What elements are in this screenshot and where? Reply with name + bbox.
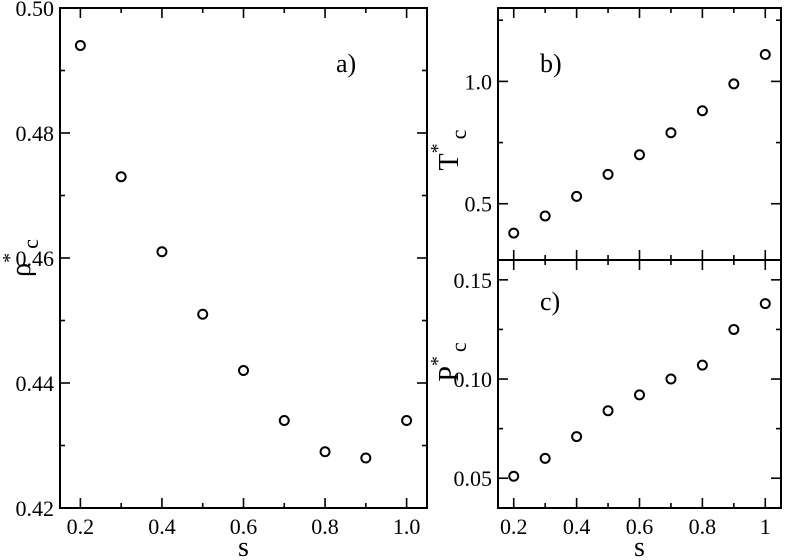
data-point xyxy=(197,308,209,320)
y-tick-label: 0.5 xyxy=(465,192,493,217)
panel-b: 0.5 1.0 b) T*c xyxy=(427,7,782,261)
data-point xyxy=(728,78,740,90)
data-point xyxy=(759,48,771,60)
x-tick-label: 0.2 xyxy=(67,514,95,539)
panel-c: 0.2 0.4 0.6 0.8 1 0.05 0.10 0.15 c) P*c s xyxy=(427,259,782,560)
x-tick-label: 0.4 xyxy=(563,514,591,539)
x-axis-label: s xyxy=(238,532,249,560)
y-tick-label: 0.15 xyxy=(454,268,493,293)
y-tick-label: 0.46 xyxy=(16,246,55,271)
data-point xyxy=(115,171,127,183)
x-tick-label: 1 xyxy=(760,514,771,539)
data-point xyxy=(571,431,583,443)
data-point xyxy=(696,105,708,117)
data-point xyxy=(156,246,168,258)
y-axis-label: P*c xyxy=(427,342,471,382)
data-point xyxy=(360,452,372,464)
y-tick-label: 0.42 xyxy=(16,496,55,521)
y-tick-label: 0.05 xyxy=(454,466,493,491)
data-point xyxy=(634,389,645,401)
panel-label: a) xyxy=(336,49,356,78)
y-tick-label: 0.50 xyxy=(16,0,55,21)
plot-frame xyxy=(59,7,428,509)
data-point xyxy=(278,415,290,426)
data-point xyxy=(319,446,331,458)
y-axis-label: T*c xyxy=(427,129,471,170)
panel-label: c) xyxy=(540,287,560,316)
x-tick-label: 1.0 xyxy=(393,514,421,539)
data-point xyxy=(401,415,413,426)
x-tick-label: 0.8 xyxy=(689,514,717,539)
data-point xyxy=(602,405,614,417)
x-tick-label: 0.2 xyxy=(500,514,528,539)
data-point xyxy=(602,168,614,180)
data-point xyxy=(508,470,520,482)
x-tick-label: 0.6 xyxy=(230,514,258,539)
data-point xyxy=(728,323,740,335)
data-point xyxy=(759,298,771,310)
y-axis-label: ρ*c xyxy=(0,239,43,277)
data-point xyxy=(696,359,708,371)
data-point xyxy=(74,40,86,51)
data-point xyxy=(634,149,645,161)
data-point xyxy=(539,452,551,464)
y-tick-label: 0.10 xyxy=(454,367,493,392)
y-tick-label: 0.48 xyxy=(16,121,55,146)
y-tick-label: 1.0 xyxy=(465,69,493,94)
x-tick-label: 0.8 xyxy=(311,514,339,539)
data-point xyxy=(238,365,249,376)
data-point xyxy=(665,127,677,139)
plot-frame xyxy=(497,7,782,261)
x-tick-label: 0.4 xyxy=(148,514,176,539)
panel-a: 0.2 0.4 0.6 0.8 1.0 0.42 0.44 0.46 0.48 0.50 a) ρ*c… xyxy=(0,0,428,560)
data-point xyxy=(571,190,583,202)
x-tick-label: 0.6 xyxy=(626,514,654,539)
y-tick-label: 0.44 xyxy=(16,371,55,396)
x-axis-label: s xyxy=(634,532,645,560)
data-point xyxy=(508,227,520,239)
data-point xyxy=(665,373,677,385)
panel-label: b) xyxy=(540,49,562,78)
data-point xyxy=(539,210,551,222)
